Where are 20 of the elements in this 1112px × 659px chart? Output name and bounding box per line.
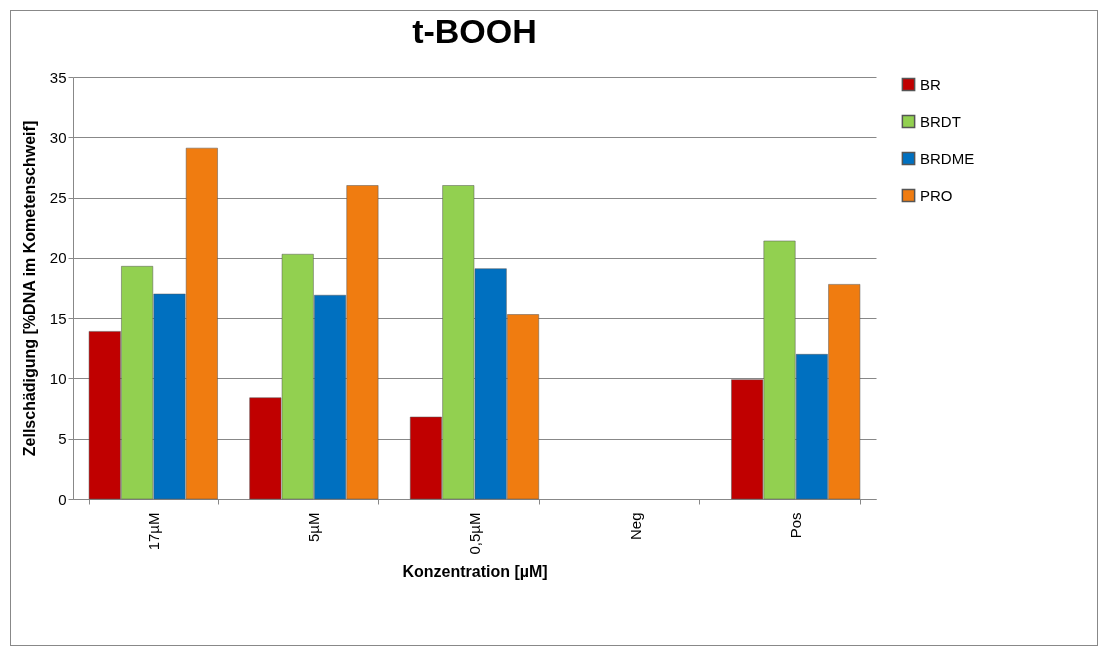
y-axis-title: Zellschädigung [%DNA im Kometenschweif]	[20, 120, 38, 457]
y-tick-label: 0	[58, 490, 67, 508]
x-tick-label: 5µM	[305, 512, 323, 542]
y-tick-label: 25	[49, 189, 67, 207]
y-tick-label: 5	[58, 430, 67, 448]
x-tick-label: Neg	[626, 512, 644, 541]
legend-label: PRO	[920, 186, 953, 204]
y-tick-label: 20	[49, 249, 67, 267]
y-tick-label: 10	[49, 369, 67, 387]
y-tick-label: 35	[49, 68, 67, 86]
x-tick-label: 17µM	[144, 512, 162, 551]
x-tick-label: Pos	[787, 512, 805, 539]
y-tick-label: 15	[49, 309, 67, 327]
legend-label: BRDT	[920, 112, 961, 130]
y-tick-label: 30	[49, 128, 67, 146]
x-tick-label: 0,5µM	[466, 512, 483, 555]
legend-label: BRDME	[920, 149, 975, 167]
chart-title: t-BOOH	[412, 12, 537, 50]
x-axis-title: Konzentration [µM]	[402, 563, 548, 581]
legend-label: BR	[920, 75, 941, 93]
